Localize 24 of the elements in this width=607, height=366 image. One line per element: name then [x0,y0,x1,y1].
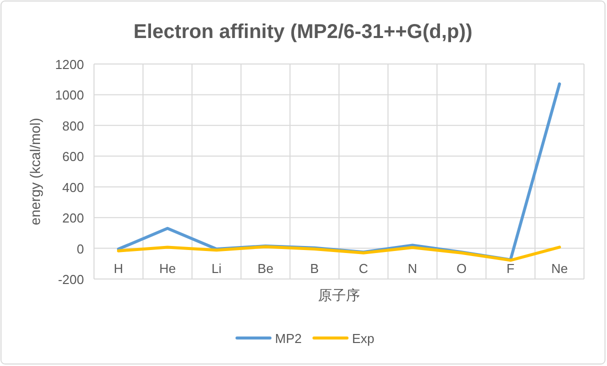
line-series [117,245,561,262]
y-tick-label: -200 [58,272,84,287]
x-tick-label: O [456,261,467,276]
x-tick-label: Be [258,261,274,276]
x-tick-label: N [408,261,418,276]
x-tick-label: H [114,261,124,276]
x-tick-label: B [310,261,319,276]
x-tick-label: C [358,261,368,276]
x-tick-label: He [159,261,176,276]
y-tick-label: 600 [62,149,84,164]
y-tick-label: 0 [76,241,84,256]
chart-title: Electron affinity (MP2/6-31++G(d,p)) [134,21,472,43]
y-axis-title: energy (kcal/mol) [27,118,43,226]
y-tick-label: 1200 [55,57,84,72]
legend-label: Exp [352,331,374,346]
x-tick-label: Ne [551,261,568,276]
legend-label: MP2 [275,331,302,346]
y-tick-label: 800 [62,118,84,134]
x-tick-label: F [506,261,515,276]
y-tick-label: 200 [62,210,84,226]
y-tick-label: 1000 [55,88,84,103]
x-axis-title: 原子序 [318,287,360,303]
y-tick-label: 400 [62,180,84,195]
x-tick-label: Li [211,261,222,276]
